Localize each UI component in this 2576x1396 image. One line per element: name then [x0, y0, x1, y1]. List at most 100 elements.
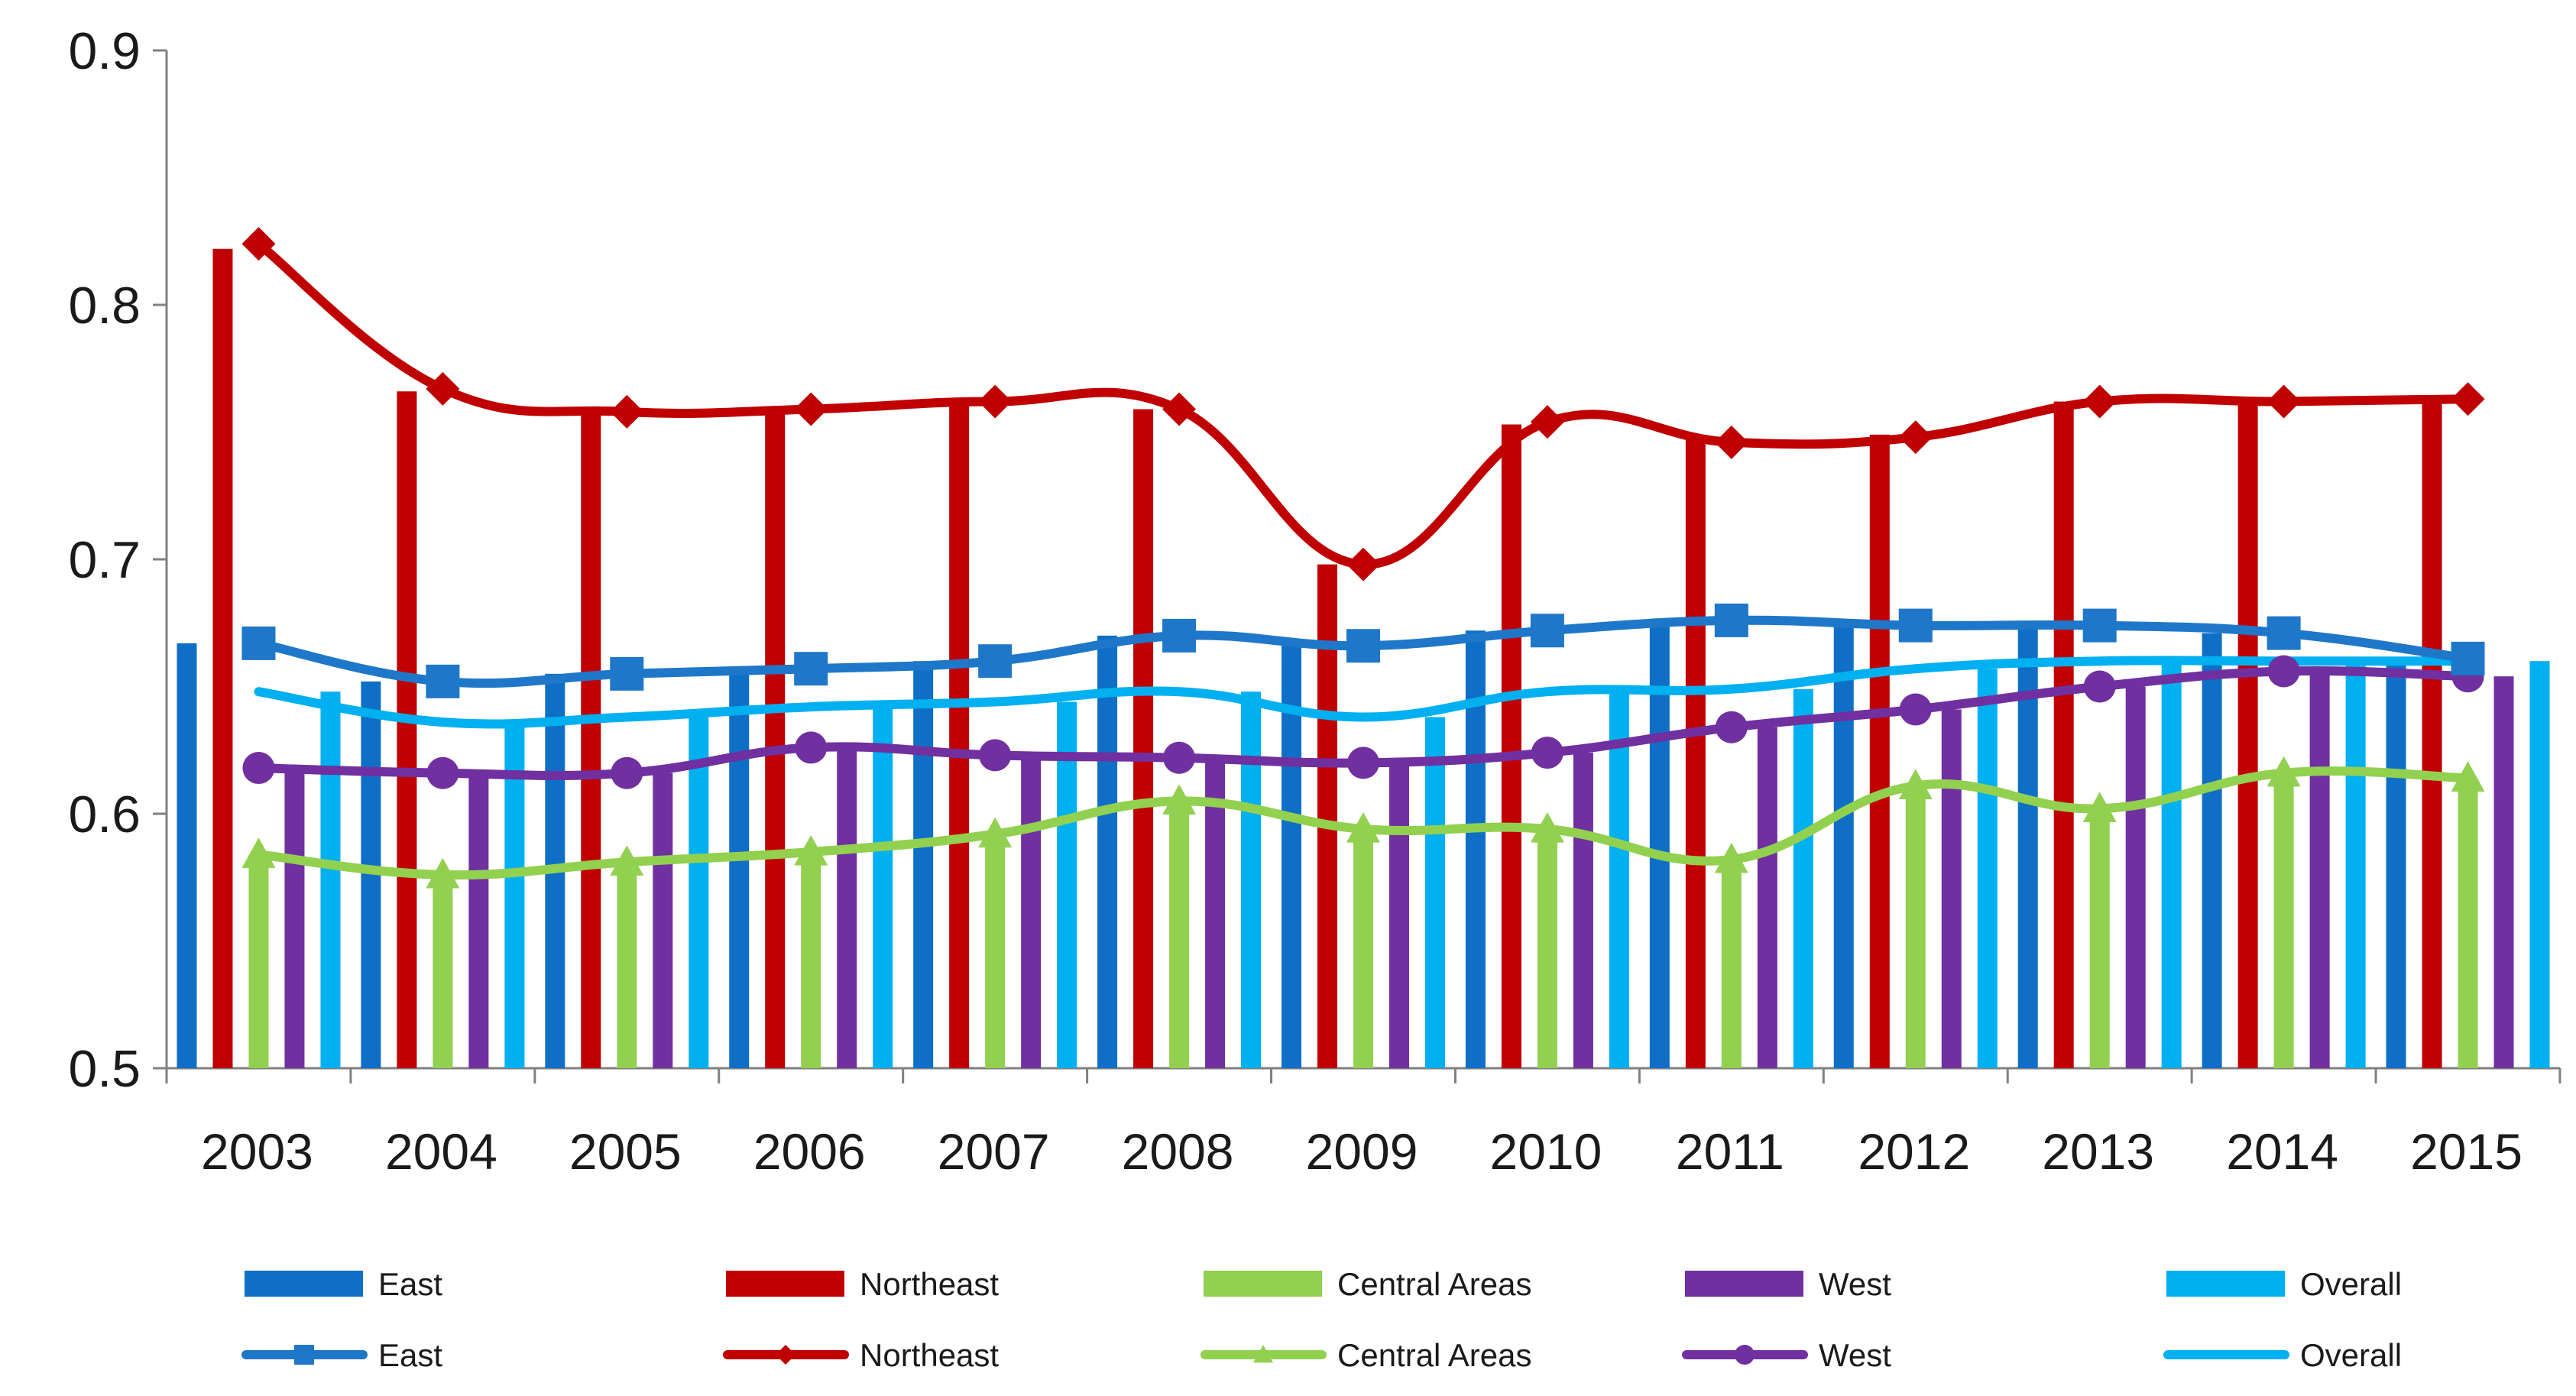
bar-central-areas	[1169, 801, 1190, 1068]
marker-northeast	[794, 392, 828, 426]
legend-label-line-west: West	[1819, 1337, 1891, 1373]
bar-east	[1833, 625, 1854, 1068]
legend-swatch-bar-overall	[2166, 1271, 2285, 1297]
marker-central-areas	[1714, 842, 1748, 873]
marker-east	[241, 626, 276, 660]
bar-central-areas	[801, 851, 821, 1068]
x-tick-label: 2009	[1306, 1123, 1418, 1180]
marker-west	[979, 739, 1012, 772]
legend-label-bar-overall: Overall	[2300, 1266, 2402, 1302]
y-tick-label: 0.9	[68, 22, 141, 80]
x-tick-label: 2005	[569, 1123, 682, 1180]
bar-overall	[873, 707, 893, 1068]
bar-west	[2125, 686, 2146, 1068]
bar-central-areas	[2089, 808, 2110, 1068]
y-tick-label: 0.6	[68, 785, 141, 844]
marker-west	[795, 731, 828, 764]
bar-overall	[320, 692, 341, 1068]
marker-central-areas	[978, 817, 1013, 848]
legend-label-line-overall: Overall	[2300, 1337, 2402, 1373]
line-overall	[254, 656, 2473, 729]
bar-northeast	[1501, 424, 1521, 1068]
bar-overall	[1057, 701, 1077, 1068]
marker-west	[242, 752, 275, 785]
marker-central-areas	[1530, 811, 1564, 843]
bar-northeast	[212, 248, 233, 1068]
bar-northeast	[2237, 401, 2258, 1068]
x-tick-label: 2006	[753, 1123, 866, 1180]
bar-overall	[1793, 688, 1813, 1068]
bar-northeast	[765, 406, 786, 1068]
marker-northeast	[1346, 547, 1380, 581]
marker-east	[1714, 603, 1748, 637]
marker-west	[2267, 655, 2300, 688]
bar-northeast	[397, 391, 417, 1068]
x-tick-label: 2011	[1676, 1123, 1784, 1180]
bar-central-areas	[2458, 778, 2478, 1068]
marker-west	[1715, 711, 1748, 743]
bar-northeast	[2422, 399, 2442, 1068]
bar-overall	[1425, 717, 1445, 1068]
bar-overall	[1609, 692, 1629, 1068]
bar-east	[177, 643, 197, 1068]
bar-west	[1389, 763, 1409, 1068]
marker-northeast	[2451, 382, 2485, 416]
marker-east	[2451, 641, 2485, 675]
marker-northeast	[2082, 384, 2117, 419]
bar-northeast	[2053, 401, 2074, 1068]
marker-east	[426, 664, 460, 698]
marker-northeast	[1714, 425, 1748, 459]
bar-central-areas	[2273, 772, 2294, 1068]
bars	[177, 248, 2550, 1068]
y-tick-label: 0.7	[68, 531, 141, 589]
bar-west	[1941, 709, 1962, 1068]
marker-central-areas	[2082, 792, 2117, 822]
bar-central-areas	[1905, 785, 1926, 1068]
x-tick-label: 2004	[385, 1123, 497, 1180]
bar-east	[1282, 646, 1301, 1068]
marker-central-areas	[1162, 784, 1197, 815]
bar-west	[1757, 727, 1777, 1068]
legend-label-bar-east: East	[378, 1266, 442, 1302]
bar-overall	[504, 722, 525, 1068]
bar-east	[2202, 633, 2222, 1068]
marker-east	[1162, 618, 1197, 653]
marker-east	[1346, 629, 1380, 663]
bar-overall	[689, 717, 709, 1068]
legend-label-bar-central-areas: Central Areas	[1337, 1266, 1531, 1302]
bar-overall	[2161, 661, 2182, 1068]
marker-northeast	[426, 371, 460, 406]
bar-northeast	[949, 401, 970, 1068]
bar-west	[1573, 753, 1593, 1068]
bar-west	[653, 772, 673, 1068]
marker-west	[1899, 693, 1932, 726]
x-tick-label: 2008	[1122, 1123, 1234, 1180]
marker-northeast	[978, 384, 1013, 419]
marker-central-areas	[241, 837, 276, 868]
marker-northeast	[610, 394, 644, 429]
bar-overall	[1977, 669, 1998, 1068]
marker-east	[610, 656, 644, 691]
bar-west	[1021, 755, 1042, 1068]
marker-east	[794, 652, 828, 686]
marker-northeast	[1530, 405, 1564, 439]
bar-west	[837, 747, 857, 1068]
legend-marker-east	[294, 1345, 314, 1365]
x-tick-label: 2003	[201, 1123, 313, 1180]
marker-east	[1898, 608, 1933, 643]
marker-west	[1163, 741, 1196, 774]
marker-northeast	[1162, 392, 1197, 426]
bar-central-areas	[248, 854, 269, 1068]
marker-west	[426, 756, 459, 789]
marker-west	[1531, 737, 1563, 769]
bar-west	[2493, 676, 2514, 1068]
x-tick-label: 2013	[2042, 1123, 2154, 1180]
bar-west	[468, 772, 489, 1068]
x-tick-label: 2015	[2410, 1123, 2523, 1180]
bar-overall	[2345, 661, 2366, 1068]
bar-east	[913, 661, 934, 1068]
bar-overall	[2529, 661, 2550, 1068]
bar-central-areas	[433, 874, 453, 1068]
bar-west	[284, 768, 305, 1068]
